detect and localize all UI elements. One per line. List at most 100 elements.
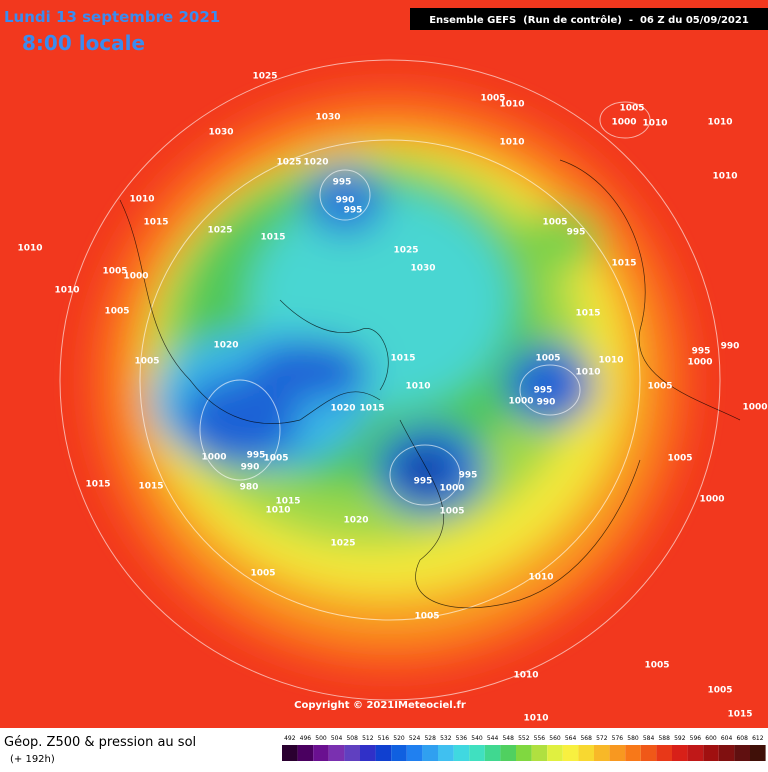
isobar-label: 995 [692,347,711,357]
scale-label: 564 [565,735,577,742]
scale-swatch [578,745,594,761]
isobar-label: 1005 [104,307,129,317]
scale-label: 524 [409,735,421,742]
copyright: Copyright © 2021IMeteociel.fr [294,700,466,711]
isobar-label: 995 [459,471,478,481]
isobar-label: 1030 [410,264,435,274]
scale-swatch [656,745,672,761]
scale-label: 492 [284,735,296,742]
scale-label: 556 [534,735,546,742]
scale-label: 500 [315,735,327,742]
isobar-label: 995 [414,477,433,487]
scale-label: 584 [643,735,655,742]
isobar-label: 1005 [619,104,644,114]
isobar-label: 1005 [647,382,672,392]
scale-swatch [484,745,501,761]
scale-swatch [297,745,314,761]
model-box [410,8,768,30]
isobar-label: 1025 [207,226,232,236]
isobar-label: 1015 [260,233,285,243]
scale-swatch [687,745,704,761]
geopotential-field [90,90,690,670]
isobar-label: 995 [567,228,586,238]
isobar-label: 1010 [528,573,553,583]
scale-swatch [625,745,641,761]
scale-label: 572 [596,735,608,742]
isobar-label: 1015 [85,480,110,490]
scale-label: 548 [502,735,514,742]
isobar-label: 1010 [598,356,623,366]
isobar-label: 1020 [343,516,368,526]
isobar-label: 1015 [727,710,752,720]
isobar-label: 995 [247,451,266,461]
isobar-label: 1010 [513,671,538,681]
scale-label: 532 [440,735,452,742]
isobar-label: 1025 [252,72,277,82]
scale-label: 596 [690,735,702,742]
isobar-label: 1010 [642,119,667,129]
scale-swatch [672,745,688,761]
isobar-label: 1005 [542,218,567,228]
scale-label: 536 [456,735,468,742]
scale-swatch [282,745,298,761]
isobar-label: 995 [534,386,553,396]
scale-label: 604 [721,735,733,742]
isobar-label: 990 [241,463,260,473]
isobar-label: 1000 [687,358,712,368]
scale-label: 568 [580,735,592,742]
isobar-label: 1020 [303,158,328,168]
isobar-label: 1010 [575,368,600,378]
scale-label: 544 [487,735,499,742]
isobar-label: 1015 [575,309,600,319]
scale-label: 576 [612,735,624,742]
isobar-label: 1005 [102,267,127,277]
isobar-label: 1020 [213,341,238,351]
isobar-label: 1005 [707,686,732,696]
scale-label: 528 [424,735,436,742]
scale-label: 580 [627,735,639,742]
isobar-label: 1010 [523,714,548,724]
scale-label: 612 [752,735,764,742]
scale-label: 512 [362,735,374,742]
isobar-label: 1015 [611,259,636,269]
scale-label: 600 [705,735,717,742]
scale-swatch [344,745,360,761]
scale-swatch [391,745,407,761]
isobars [59,59,721,701]
isobar-label: 1005 [480,94,505,104]
isobar-label: 995 [333,178,352,188]
scale-swatch [640,745,657,761]
scale-swatch [750,745,766,761]
isobar-label: 1010 [405,382,430,392]
scale-swatch [313,745,329,761]
isobar-label: 1000 [201,453,226,463]
scale-label: 592 [674,735,686,742]
isobar-label: 1010 [265,506,290,516]
isobar-label: 1005 [414,612,439,622]
isobar-label: 980 [240,483,259,493]
isobar-label: 1005 [535,354,560,364]
isobar-label: 995 [344,206,363,216]
date-label: Lundi 13 septembre 2021 [4,8,220,26]
isobar-label: 990 [721,342,740,352]
scale-label: 516 [378,735,390,742]
scale-label: 560 [549,735,561,742]
isobar-label: 1010 [129,195,154,205]
model-label: Ensemble GEFS (Run de contrôle) - 06 Z d… [429,14,749,26]
scale-swatch [360,745,376,761]
scale-swatch [562,745,579,761]
scale-label: 608 [736,735,748,742]
isobar-label: 1005 [134,357,159,367]
isobar-label: 1000 [611,118,636,128]
scale-label: 588 [658,735,670,742]
footer-title: Géop. Z500 & pression au sol [4,735,196,750]
isobar-label: 1020 [330,404,355,414]
isobar-label: 1010 [54,286,79,296]
scale-label: 508 [346,735,358,742]
isobar-label: 1015 [143,218,168,228]
scale-swatch [500,745,516,761]
isobar-label: 1030 [208,128,233,138]
isobar-label: 1000 [508,397,533,407]
scale-label: 540 [471,735,483,742]
scale-swatch [547,745,563,761]
